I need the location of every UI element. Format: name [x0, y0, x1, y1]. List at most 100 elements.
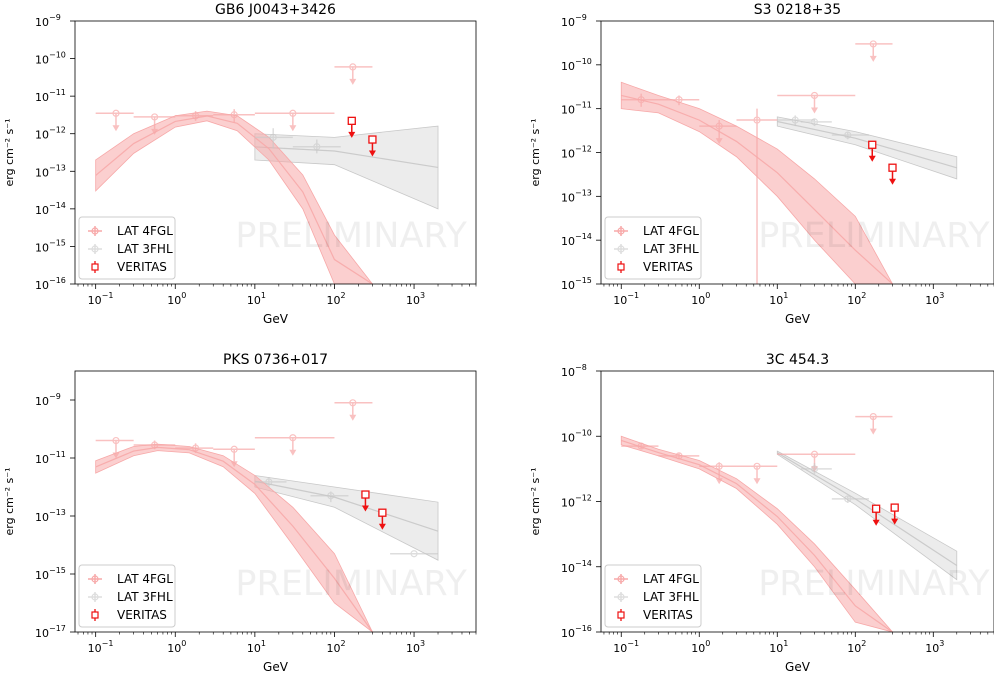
lat-3fhl-band-model-line [777, 120, 957, 169]
y-tick-exp: −10 [575, 428, 592, 437]
x-tick-label: 103 [925, 291, 944, 307]
legend-marker-2 [88, 592, 102, 602]
legend-circle [91, 593, 99, 601]
x-tick-base: 10 [769, 642, 783, 655]
y-tick-exp: −16 [575, 624, 592, 633]
upper-limit-arrow [872, 519, 880, 526]
x-tick-base: 10 [88, 294, 102, 307]
x-tick-base: 10 [925, 642, 939, 655]
x-tick-exp: 2 [340, 291, 345, 300]
y-tick-base: 10 [35, 129, 49, 142]
x-tick-label: 102 [847, 639, 866, 655]
upper-limit-arrow [112, 125, 120, 132]
marker [810, 465, 819, 473]
legend-label: LAT 3FHL [643, 242, 699, 256]
lat-3fhl-band [776, 116, 958, 180]
legend-marker-1 [614, 574, 628, 584]
marker [844, 495, 852, 503]
legend-label: VERITAS [643, 608, 693, 622]
marker-square [871, 504, 881, 513]
upper-limit-arrow [868, 155, 876, 162]
y-tick-label: 10−13 [561, 188, 592, 204]
legend-marker-2 [88, 244, 102, 254]
upper-limit-arrow [753, 478, 761, 485]
x-tick-exp: 2 [861, 291, 866, 300]
veritas-point [871, 504, 881, 526]
x-tick-label: 101 [247, 291, 266, 307]
lat-4fgl-band-model-line [621, 439, 893, 632]
y-tick-exp: −8 [575, 363, 587, 372]
y-tick-base: 10 [35, 16, 49, 29]
lat-3fhl-point [831, 131, 870, 140]
y-tick-exp: −15 [49, 238, 66, 247]
lat-4fgl-point [95, 436, 134, 459]
marker-square [361, 490, 370, 499]
y-tick-label: 10−14 [561, 232, 592, 248]
marker [191, 444, 200, 452]
upper-limit-arrow [869, 55, 877, 62]
lat-4fgl-band [620, 81, 893, 284]
chart-title: 3C 454.3 [766, 352, 829, 368]
legend-marker-3 [91, 609, 99, 621]
legend: LAT 4FGL LAT 3FHL VERITAS [78, 216, 176, 280]
marker-square [347, 116, 356, 125]
y-tick-base: 10 [35, 627, 49, 640]
y-tick-base: 10 [35, 54, 49, 67]
legend-marker-2 [614, 592, 628, 602]
y-tick-exp: −15 [575, 276, 592, 285]
y-tick-exp: −10 [49, 51, 66, 60]
marker [637, 442, 645, 450]
legend: LAT 4FGL LAT 3FHL VERITAS [604, 216, 702, 280]
lat-4fgl-point [855, 40, 893, 62]
y-axis-label: erg cm⁻² s⁻¹ [3, 468, 16, 536]
y-tick-exp: −10 [575, 57, 592, 66]
lat-4fgl-band-model-line [95, 446, 373, 632]
marker [191, 112, 200, 120]
x-tick-exp: 2 [861, 639, 866, 648]
upper-limit-arrow [891, 518, 899, 525]
y-tick-exp: −11 [49, 450, 66, 459]
x-tick-base: 10 [691, 642, 705, 655]
x-tick-exp: 0 [705, 639, 710, 648]
y-tick-exp: −15 [49, 566, 66, 575]
watermark-text: PRELIMINARY [235, 216, 467, 256]
veritas-point [378, 508, 387, 530]
y-tick-base: 10 [35, 204, 49, 217]
lat-3fhl-band [776, 450, 958, 581]
legend-marker-3 [617, 261, 625, 273]
upper-limit-arrow [289, 449, 297, 456]
y-tick-base: 10 [561, 60, 575, 73]
x-tick-exp: 1 [261, 639, 266, 648]
x-tick-label: 102 [326, 291, 345, 307]
legend-circle [617, 575, 625, 583]
chart-title: PKS 0736+017 [223, 352, 328, 368]
x-tick-base: 10 [925, 294, 939, 307]
y-tick-exp: −9 [575, 13, 587, 22]
legend-box [604, 216, 702, 280]
legend: LAT 4FGL LAT 3FHL VERITAS [78, 564, 176, 628]
marker [753, 116, 761, 124]
legend-label: VERITAS [643, 260, 693, 274]
lat-4fgl-point [254, 109, 335, 132]
x-tick-base: 10 [847, 294, 861, 307]
chart-title: S3 0218+35 [754, 2, 841, 18]
legend-label: LAT 4FGL [643, 572, 699, 586]
lat-4fgl-point [777, 91, 856, 114]
marker [675, 452, 683, 460]
legend-circle [617, 245, 625, 253]
marker [791, 116, 799, 124]
lat-4fgl-point [736, 108, 778, 284]
lat-4fgl-point [621, 93, 659, 107]
legend-label: LAT 4FGL [643, 224, 699, 238]
y-tick-base: 10 [35, 91, 49, 104]
y-tick-base: 10 [561, 497, 575, 510]
y-tick-label: 10−10 [561, 57, 592, 73]
marker-square [868, 140, 877, 149]
legend-label: LAT 3FHL [117, 590, 173, 604]
y-tick-exp: −13 [575, 188, 592, 197]
x-tick-exp: 3 [420, 639, 425, 648]
y-tick-exp: −14 [575, 232, 592, 241]
y-tick-base: 10 [35, 166, 49, 179]
y-tick-label: 10−13 [35, 508, 66, 524]
